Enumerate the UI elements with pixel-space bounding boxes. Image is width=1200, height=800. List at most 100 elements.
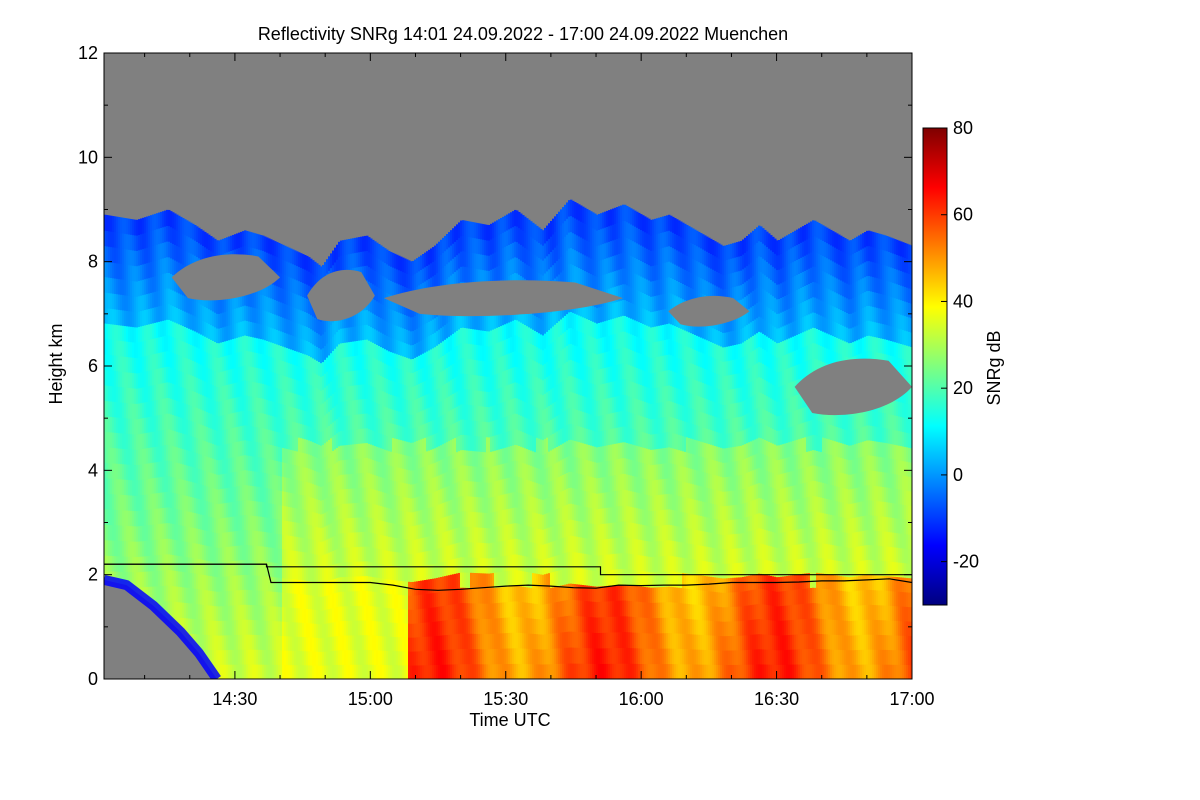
snr-cell	[348, 664, 351, 679]
snr-cell	[240, 529, 243, 546]
snr-cell	[364, 501, 367, 518]
snr-cell	[174, 399, 177, 416]
snr-cell	[202, 394, 205, 411]
snr-cell	[274, 357, 277, 373]
snr-cell	[376, 242, 379, 258]
snr-cell	[184, 249, 187, 266]
snr-cell	[354, 458, 357, 474]
snr-cell	[230, 516, 233, 532]
snr-cell	[252, 336, 255, 353]
snr-cell	[302, 339, 305, 354]
snr-cell	[256, 471, 259, 487]
snr-cell	[118, 478, 121, 495]
snr-cell	[280, 562, 283, 578]
snr-cell	[342, 635, 345, 651]
snr-cell	[148, 354, 151, 371]
snr-cell	[344, 327, 347, 343]
snr-cell	[422, 509, 425, 524]
snr-cell	[420, 650, 423, 666]
snr-cell	[240, 410, 243, 427]
snr-cell	[246, 469, 249, 486]
snr-cell	[114, 355, 117, 372]
snr-cell	[404, 258, 407, 273]
snr-cell	[188, 328, 191, 345]
snr-cell	[168, 319, 171, 336]
snr-cell	[104, 446, 107, 463]
snr-cell	[344, 371, 347, 387]
snr-cell	[322, 430, 325, 445]
snr-cell	[218, 357, 221, 373]
snr-cell	[136, 495, 139, 512]
snr-cell	[382, 246, 385, 262]
snr-cell	[150, 586, 153, 603]
snr-cell	[404, 622, 407, 638]
snr-cell	[340, 620, 343, 636]
snr-cell	[166, 506, 169, 524]
snr-cell	[274, 314, 277, 330]
snr-cell	[138, 341, 141, 358]
snr-cell	[338, 591, 341, 607]
snr-cell	[296, 522, 299, 537]
snr-cell	[124, 387, 127, 403]
snr-cell	[376, 286, 379, 302]
snr-cell	[350, 429, 353, 445]
snr-cell	[186, 617, 189, 634]
snr-cell	[418, 270, 421, 286]
snr-cell	[414, 427, 417, 442]
snr-cell	[172, 538, 175, 556]
snr-cell	[156, 337, 159, 354]
snr-cell	[298, 650, 301, 666]
snr-cell	[174, 384, 177, 401]
snr-cell	[374, 576, 377, 592]
snr-cell	[222, 649, 225, 665]
snr-cell	[394, 353, 397, 368]
snr-cell	[254, 545, 257, 561]
snr-cell	[408, 302, 411, 317]
snr-cell	[378, 505, 381, 521]
snr-cell	[428, 249, 431, 265]
snr-cell	[378, 635, 381, 651]
snr-cell	[306, 396, 309, 412]
snr-cell	[248, 649, 251, 665]
snr-cell	[158, 321, 161, 338]
snr-cell	[380, 520, 383, 535]
snr-cell	[332, 450, 335, 466]
snr-cell	[390, 365, 393, 381]
snr-cell	[296, 593, 299, 609]
snr-cell	[376, 635, 379, 651]
snr-cell	[324, 387, 327, 402]
snr-cell	[140, 464, 143, 480]
snr-cell	[330, 551, 333, 567]
snr-cell	[258, 308, 261, 324]
snr-cell	[324, 498, 327, 513]
snr-cell	[106, 508, 109, 525]
snr-cell	[238, 336, 241, 353]
snr-cell	[166, 350, 169, 367]
snr-cell	[424, 565, 427, 581]
snr-cell	[240, 440, 243, 456]
snr-cell	[216, 459, 219, 475]
snr-cell	[146, 339, 149, 356]
snr-cell	[150, 539, 153, 556]
snr-cell	[308, 355, 311, 371]
snr-cell	[222, 546, 225, 563]
snr-cell	[142, 356, 145, 373]
snr-cell	[300, 593, 303, 609]
snr-cell	[334, 535, 337, 551]
snr-cell	[236, 515, 239, 531]
snr-cell	[130, 510, 133, 527]
snr-cell	[310, 342, 313, 358]
snr-cell	[398, 523, 401, 539]
snr-cell	[384, 434, 387, 450]
snr-cell	[248, 634, 251, 650]
snr-cell	[362, 383, 365, 400]
snr-cell	[344, 517, 347, 534]
snr-cell	[336, 461, 339, 477]
snr-cell	[340, 635, 343, 651]
snr-cell	[150, 462, 153, 479]
snr-cell	[152, 369, 155, 386]
snr-cell	[224, 620, 227, 636]
snr-cell	[298, 465, 301, 481]
snr-cell	[234, 367, 237, 383]
snr-cell	[220, 298, 223, 314]
